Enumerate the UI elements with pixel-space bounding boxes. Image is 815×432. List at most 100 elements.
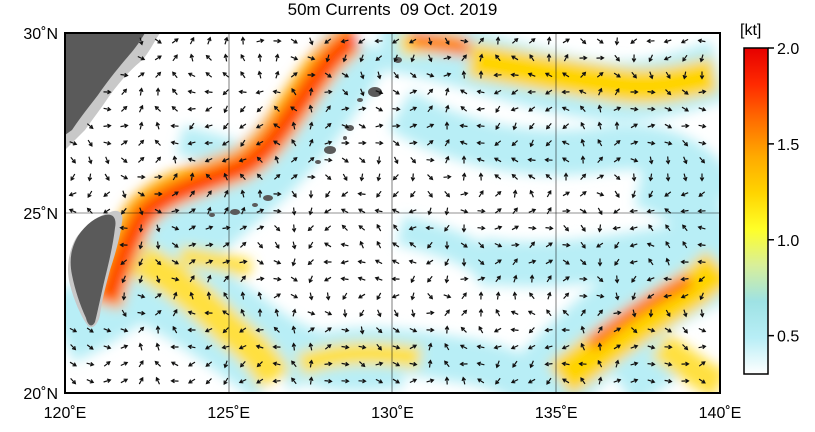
current-arrow [205,361,213,367]
current-arrow [682,344,689,351]
current-arrow [155,121,160,130]
axis-ticks: 120˚E 125˚E 130˚E 135˚E 140˚E 30˚N 25˚N 20˚N [23,26,741,422]
current-arrow [308,241,314,249]
current-arrow [103,191,111,197]
current-arrow [360,71,365,80]
current-arrow [409,89,418,94]
current-arrow [274,53,280,62]
current-arrow [340,208,349,214]
current-arrow [578,89,587,95]
current-arrow [205,259,214,264]
current-arrow [580,241,586,249]
current-arrow [374,276,383,281]
current-arrow [510,327,519,333]
current-arrow [698,123,707,129]
current-arrow [375,327,383,334]
current-arrow [596,38,604,44]
current-arrow [647,328,656,333]
current-arrow [597,376,603,385]
current-arrow [171,242,179,248]
current-arrow [291,139,297,147]
current-arrow [562,191,571,197]
current-arrow [325,174,332,181]
current-arrow [324,72,332,78]
current-arrow [172,173,178,181]
current-arrow [376,292,382,301]
current-arrow [256,208,265,213]
current-arrow [172,71,178,79]
current-arrow [291,342,297,351]
current-arrow [547,291,552,300]
current-arrow [410,292,416,301]
current-arrow [392,191,399,198]
current-arrow [512,37,519,44]
current-arrow [391,276,400,282]
current-arrow [238,378,247,384]
current-arrow [443,55,452,61]
current-arrow [138,121,144,130]
current-arrow [238,89,247,95]
current-arrow [240,275,246,283]
current-arrow [273,293,281,299]
current-arrow [103,106,112,112]
current-arrow [189,172,195,181]
current-arrow [529,241,536,249]
current-arrow [138,376,144,385]
current-arrow [223,206,229,215]
colorbar-unit: [kt] [740,22,762,39]
current-arrow [309,138,314,147]
current-arrow [647,106,656,112]
colorbar: 2.0 1.5 1.0 0.5 [743,41,799,375]
current-arrow [223,377,229,385]
current-arrow [597,326,603,334]
current-arrow [682,326,688,334]
current-arrow [239,361,246,368]
current-arrow [391,259,400,265]
current-arrow [579,293,588,299]
current-arrow [598,87,603,96]
current-arrow [257,291,263,300]
current-arrow [342,292,348,301]
current-arrow [444,87,450,96]
current-arrow [545,242,553,248]
current-arrow [256,378,264,384]
current-arrow [307,174,316,180]
current-arrow [204,310,213,316]
current-arrow [461,258,467,267]
current-arrow [629,259,638,265]
current-arrow [579,105,586,112]
current-arrow [478,70,484,79]
current-arrow [409,327,418,333]
current-arrow [630,361,639,367]
current-arrow [393,156,399,165]
current-arrow [257,308,263,317]
current-arrow [410,275,416,284]
current-arrow [427,293,434,300]
current-arrow [529,360,534,369]
current-arrow [544,361,553,367]
current-arrow [495,377,501,385]
current-arrow [510,310,519,315]
current-arrow [546,206,552,215]
current-arrow [154,293,162,299]
current-arrow [257,242,264,249]
current-arrow [510,157,519,163]
current-arrow [478,259,485,266]
current-arrow [597,156,604,163]
current-arrow [222,259,231,264]
current-arrow [630,140,639,145]
current-arrow [291,241,297,250]
current-arrow [359,309,365,318]
current-arrow [172,308,178,317]
current-arrow [257,70,263,79]
current-arrow [170,123,179,129]
current-arrow [139,207,144,216]
current-arrow [664,191,672,197]
current-arrow [308,342,314,351]
current-arrow [188,225,197,231]
current-arrow [342,309,348,318]
current-arrow [444,121,450,130]
current-arrow [461,155,467,164]
current-arrow [408,209,417,214]
current-arrow [156,275,161,284]
